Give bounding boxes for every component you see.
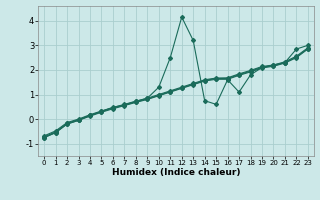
X-axis label: Humidex (Indice chaleur): Humidex (Indice chaleur) [112, 168, 240, 177]
